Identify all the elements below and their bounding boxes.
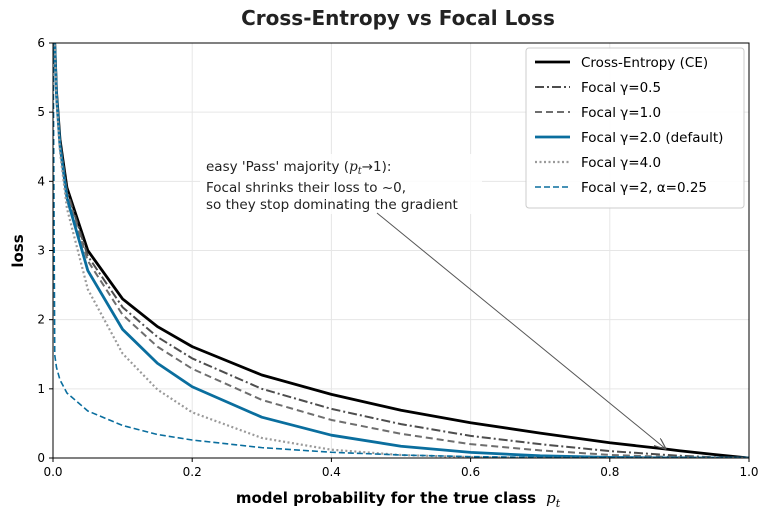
annotation-math-p: p	[349, 159, 358, 175]
legend-label-3: Focal γ=1.0	[581, 105, 661, 121]
y-axis: 0 1 2 3 4 5 6	[37, 36, 53, 465]
x-tick-label: 0.0	[43, 465, 62, 479]
x-axis-label-symbol: p	[546, 489, 556, 507]
y-tick-label: 6	[37, 36, 45, 50]
legend: Cross-Entropy (CE) Focal γ=0.5 Focal γ=1.0…	[525, 47, 745, 209]
annotation-math-sub: t	[358, 166, 363, 177]
legend-label-6: Focal γ=2, α=0.25	[581, 180, 707, 196]
legend-label-5: Focal γ=4.0	[581, 155, 661, 171]
x-axis-label-subscript: t	[556, 497, 561, 510]
series-line-5	[53, 43, 749, 458]
annotation-line-1-prefix: easy 'Pass' majority (	[206, 159, 349, 175]
legend-label-2: Focal γ=0.5	[581, 80, 661, 96]
y-tick-label: 1	[37, 382, 45, 396]
x-tick-label: 0.2	[183, 465, 202, 479]
x-tick-label: 1.0	[739, 465, 758, 479]
y-tick-label: 4	[37, 174, 45, 188]
x-tick-label: 0.4	[322, 465, 341, 479]
legend-box	[525, 47, 745, 209]
x-axis-label: model probability for the true class pt	[236, 489, 561, 510]
y-tick-label: 5	[37, 105, 45, 119]
annotation-background	[200, 154, 482, 214]
chart-title: Cross-Entropy vs Focal Loss	[241, 6, 555, 30]
annotation: easy 'Pass' majority (pt→1): Focal shrin…	[200, 154, 666, 449]
x-axis: 0.0 0.2 0.4 0.6 0.8 1.0	[43, 458, 759, 479]
legend-label-4: Focal γ=2.0 (default)	[581, 130, 723, 146]
y-tick-label: 2	[37, 313, 45, 327]
y-axis-label: loss	[9, 234, 27, 267]
annotation-line-1-suffix: →1):	[362, 159, 392, 175]
legend-label-1: Cross-Entropy (CE)	[581, 55, 708, 71]
y-tick-label: 0	[37, 451, 45, 465]
y-tick-label: 3	[37, 244, 45, 258]
x-tick-label: 0.8	[600, 465, 619, 479]
annotation-line-2: Focal shrinks their loss to ~0,	[206, 180, 406, 196]
annotation-line-1: easy 'Pass' majority (pt→1):	[206, 159, 391, 177]
x-axis-label-text: model probability for the true class	[236, 489, 536, 507]
annotation-arrow	[376, 212, 666, 449]
annotation-line-3: so they stop dominating the gradient	[206, 197, 458, 213]
x-tick-label: 0.6	[461, 465, 480, 479]
